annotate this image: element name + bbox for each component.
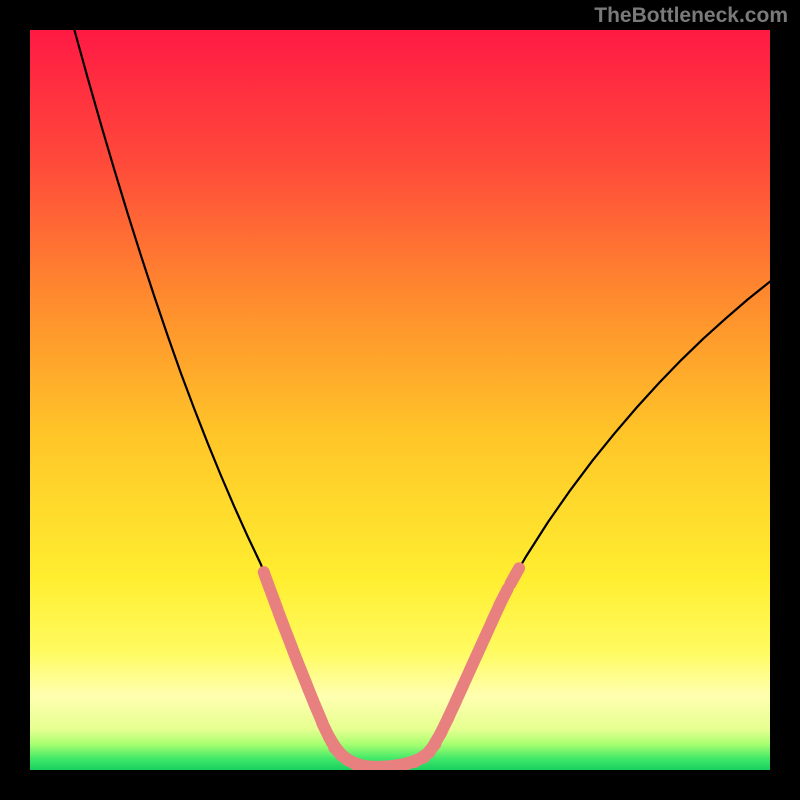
bottleneck-chart [30,30,770,770]
watermark-text: TheBottleneck.com [594,4,788,28]
curve-marker [500,589,508,605]
plot-background [30,30,770,770]
curve-marker [264,572,270,589]
curve-marker [271,592,277,609]
curve-marker [510,568,519,584]
